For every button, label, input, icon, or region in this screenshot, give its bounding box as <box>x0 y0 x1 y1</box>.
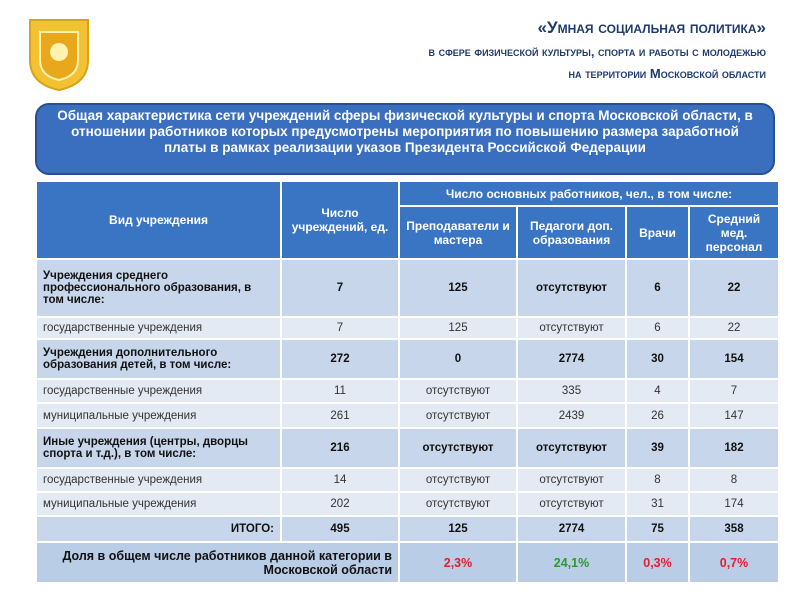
table-row: государственные учреждения 7 125 отсутствую… <box>35 316 781 340</box>
table-cell: 125 <box>398 316 518 340</box>
table-cell: 7 <box>280 258 400 318</box>
table-cell: муниципальные учреждения <box>35 491 282 517</box>
table-cell: 6 <box>625 316 690 340</box>
table-cell: 14 <box>280 467 400 493</box>
header-cell: Число основных работников, чел., в том ч… <box>397 180 781 207</box>
table-cell: 2774 <box>516 338 627 380</box>
table: Вид учреждения Число учреждений, ед. Число… <box>35 180 781 584</box>
table-cell: 2774 <box>516 515 627 543</box>
table-cell: ИТОГО: <box>35 515 282 543</box>
emblem <box>29 19 89 92</box>
table-cell: 154 <box>687 338 781 380</box>
table-row: муниципальные учреждения 261 отсутствуют 24… <box>35 402 781 429</box>
table-cell: Иные учреждения (центры, дворцы спорта и… <box>35 427 282 469</box>
header-cell: Педагоги доп. образования <box>516 205 627 260</box>
table-cell: 202 <box>280 491 400 517</box>
table-cell: отсутствуют <box>398 402 518 429</box>
table-cell: 2439 <box>516 402 627 429</box>
subtitle: на территории Московской области <box>568 66 766 81</box>
table-cell: 0 <box>398 338 518 380</box>
table-cell: 335 <box>516 378 627 404</box>
title: «Умная социальная политика» <box>537 18 766 37</box>
table-cell: государственные учреждения <box>35 467 282 493</box>
header-cell: Вид учреждения <box>35 180 282 260</box>
table-cell: 125 <box>398 515 518 543</box>
table-cell: отсутствуют <box>398 427 518 469</box>
table-cell: 11 <box>280 378 400 404</box>
subtitle: в сфере физической культуры, спорта и ра… <box>428 44 766 59</box>
table-cell: отсутствуют <box>398 378 518 404</box>
table-cell: государственные учреждения <box>35 378 282 404</box>
header-cell: Средний мед. персонал <box>687 205 781 260</box>
table-cell: 8 <box>687 467 781 493</box>
table-cell: отсутствуют <box>516 316 627 340</box>
table-cell: 31 <box>625 491 690 517</box>
table-row: государственные учреждения 14 отсутствуют о… <box>35 467 781 493</box>
table-row: Учреждения среднего профессионального об… <box>35 258 781 318</box>
table-cell: 8 <box>625 467 690 493</box>
table-cell: 26 <box>625 402 690 429</box>
table-cell: отсутствуют <box>398 467 518 493</box>
table-cell: 75 <box>625 515 690 543</box>
table-cell: 0,7% <box>687 541 781 584</box>
header-cell: Преподаватели и мастера <box>398 205 518 260</box>
table-row: Учреждения дополнительного образования д… <box>35 338 781 380</box>
table-cell: 182 <box>687 427 781 469</box>
table-cell: отсутствуют <box>398 491 518 517</box>
table-row: государственные учреждения 11 отсутствуют 3… <box>35 378 781 404</box>
table-cell: Учреждения дополнительного образования д… <box>35 338 282 380</box>
table-body: Учреждения среднего профессионального об… <box>35 258 781 584</box>
table-cell: 4 <box>625 378 690 404</box>
table-cell: отсутствуют <box>516 258 627 318</box>
table-cell: 24,1% <box>516 541 627 584</box>
table-cell: муниципальные учреждения <box>35 402 282 429</box>
table-cell: 22 <box>687 258 781 318</box>
table-cell: государственные учреждения <box>35 316 282 340</box>
table-cell: 7 <box>687 378 781 404</box>
table-cell: Учреждения среднего профессионального об… <box>35 258 282 318</box>
table-cell: 0,3% <box>625 541 690 584</box>
table-cell: 147 <box>687 402 781 429</box>
table-cell: 2,3% <box>398 541 518 584</box>
table-row: муниципальные учреждения 202 отсутствуют от… <box>35 491 781 517</box>
table-row: Иные учреждения (центры, дворцы спорта и… <box>35 427 781 469</box>
table-cell: 6 <box>625 258 690 318</box>
table-cell: 39 <box>625 427 690 469</box>
table-cell: 174 <box>687 491 781 517</box>
header-cell: Число учреждений, ед. <box>280 180 400 260</box>
table-cell: 272 <box>280 338 400 380</box>
table-cell: 261 <box>280 402 400 429</box>
table-cell: 125 <box>398 258 518 318</box>
banner: Общая характеристика сети учреждений сфе… <box>35 103 775 175</box>
table-cell: Доля в общем числе работников данной кат… <box>35 541 400 584</box>
header-cell: Врачи <box>625 205 690 260</box>
table-cell: 216 <box>280 427 400 469</box>
table-cell: 22 <box>687 316 781 340</box>
table-cell: отсутствуют <box>516 491 627 517</box>
table-cell: 30 <box>625 338 690 380</box>
table-cell: 358 <box>687 515 781 543</box>
table-cell: 7 <box>280 316 400 340</box>
total-row: ИТОГО: 495 125 2774 75 358 <box>35 515 781 543</box>
share-row: Доля в общем числе работников данной кат… <box>35 541 781 584</box>
table-cell: отсутствуют <box>516 467 627 493</box>
table-cell: отсутствуют <box>516 427 627 469</box>
table-cell: 495 <box>280 515 400 543</box>
